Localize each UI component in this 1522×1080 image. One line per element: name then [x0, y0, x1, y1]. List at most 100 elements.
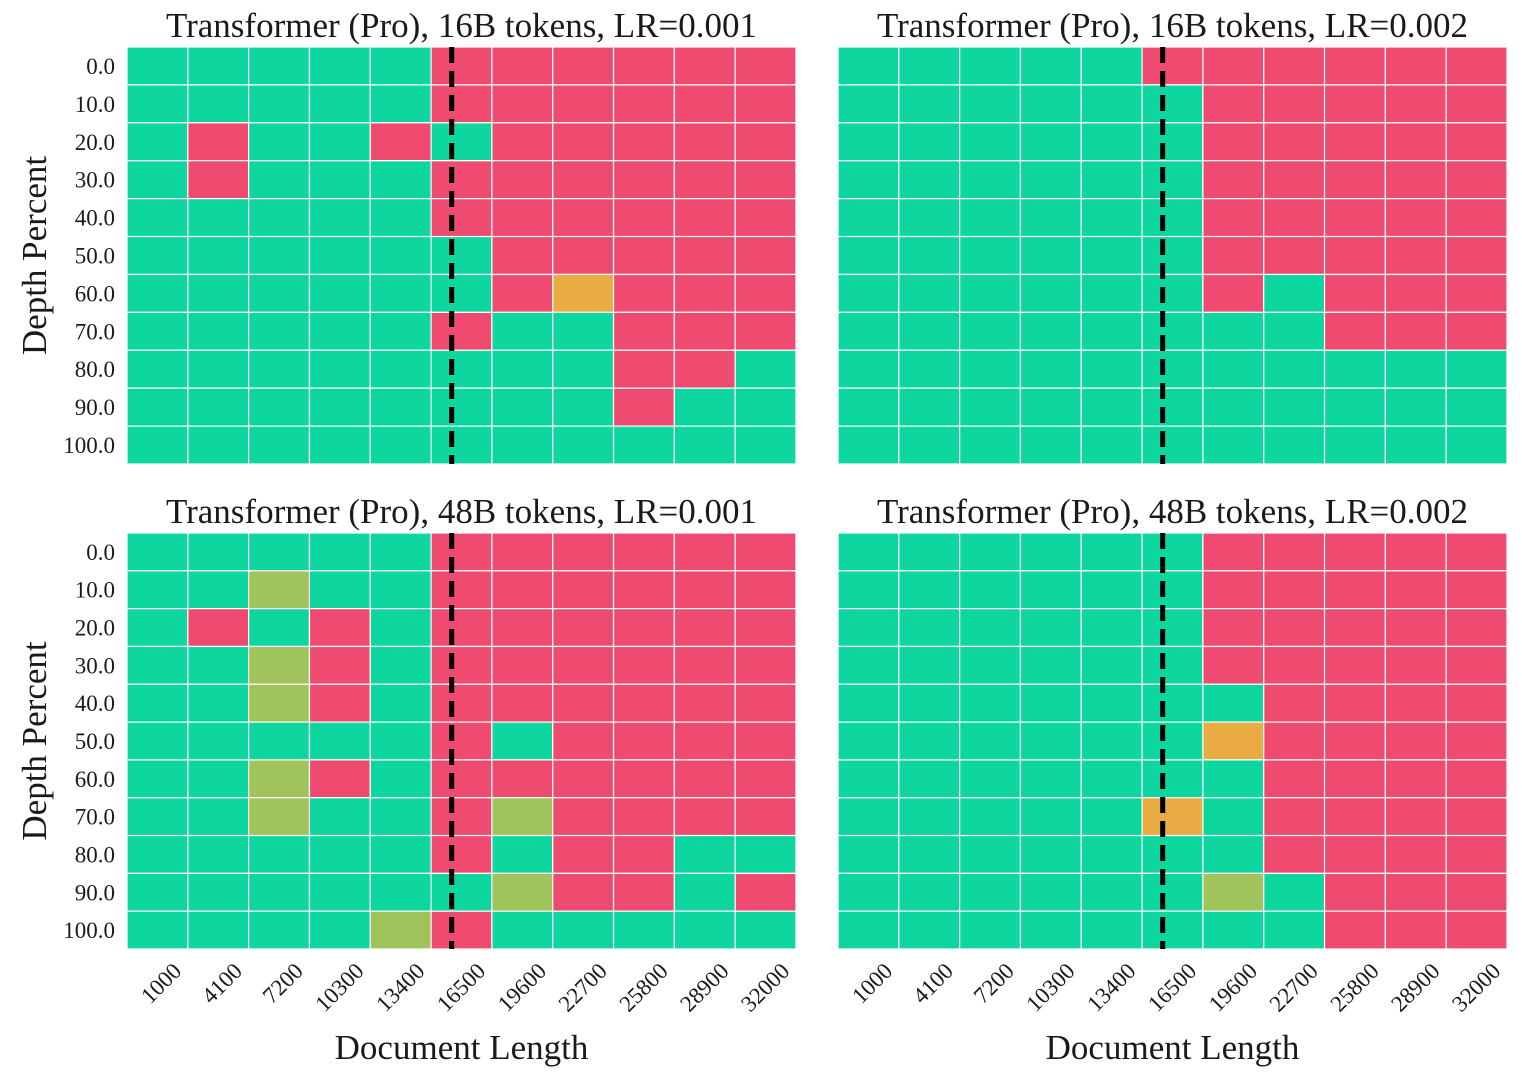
heatmap-cell: [430, 387, 493, 427]
heatmap-cell: [898, 273, 961, 313]
heatmap-cell: [612, 683, 675, 723]
x-tick-label: 32000: [1447, 958, 1505, 1016]
heatmap-cell: [430, 425, 493, 465]
heatmap-cell: [1202, 721, 1265, 761]
heatmap-cell: [673, 235, 736, 276]
heatmap-panel-3: Transformer (Pro), 48B tokens, LR=0.001 0…: [15, 492, 797, 1067]
heatmap-cell: [187, 910, 250, 950]
heatmap-cell: [1445, 721, 1508, 761]
heatmap-cell: [612, 425, 675, 465]
heatmap-cell: [1080, 311, 1143, 351]
heatmap-cell: [959, 721, 1022, 761]
heatmap-cell: [1080, 721, 1143, 761]
heatmap-cell: [308, 46, 371, 86]
y-axis-label: Depth Percent: [15, 641, 54, 841]
heatmap-cell: [612, 608, 675, 648]
heatmap-cell: [612, 872, 675, 912]
y-tick-label: 70.0: [75, 319, 115, 344]
heatmap-cell: [491, 311, 554, 351]
heatmap-cell: [1445, 872, 1508, 912]
x-tick-label: 10300: [1021, 958, 1079, 1016]
heatmap-cell: [1141, 608, 1204, 648]
heatmap-cell: [837, 834, 900, 874]
heatmap-cell: [248, 198, 311, 238]
heatmap-cell: [187, 608, 250, 648]
heatmap-cell: [1141, 721, 1204, 761]
heatmap-cell: [1019, 721, 1082, 761]
heatmap-cell: [1202, 608, 1265, 648]
heatmap-cell: [1384, 311, 1447, 351]
heatmap-cell: [1202, 834, 1265, 874]
heatmap-cell: [1202, 84, 1265, 124]
heatmap-cell: [1263, 311, 1326, 351]
heatmap-cell: [1323, 834, 1386, 874]
heatmap-cell: [430, 198, 493, 238]
x-tick-label: 22700: [554, 958, 612, 1016]
heatmap-cell: [1263, 425, 1326, 465]
y-tick-label: 100.0: [63, 918, 115, 943]
heatmap-cell: [1384, 759, 1447, 799]
heatmap-cell: [1141, 797, 1204, 837]
heatmap-cell: [1323, 910, 1386, 950]
heatmap-cell: [126, 349, 189, 389]
heatmap-cell: [734, 721, 797, 761]
heatmap-cell: [1323, 273, 1386, 313]
y-tick-label: 60.0: [75, 281, 115, 306]
heatmap-cell: [1263, 349, 1326, 389]
heatmap-cell: [1019, 759, 1082, 799]
heatmap-cell: [248, 46, 311, 86]
heatmap-cell: [1384, 834, 1447, 874]
heatmap-cell: [734, 645, 797, 685]
heatmap-cell: [959, 198, 1022, 238]
heatmap-cell: [1263, 235, 1326, 276]
heatmap-cell: [248, 273, 311, 313]
heatmap-cell: [898, 160, 961, 200]
heatmap-cell: [837, 570, 900, 610]
heatmap-cell: [734, 532, 797, 572]
heatmap-cell: [552, 425, 615, 465]
heatmap-cell: [1323, 872, 1386, 912]
heatmap-cell: [552, 570, 615, 610]
heatmap-cell: [430, 311, 493, 351]
heatmap-cell: [248, 425, 311, 465]
heatmap-cell: [491, 683, 554, 723]
heatmap-cell: [248, 683, 311, 723]
heatmap-cell: [898, 570, 961, 610]
heatmap-cell: [837, 759, 900, 799]
heatmap-cell: [430, 84, 493, 124]
heatmap-cell: [248, 872, 311, 912]
heatmap-cell: [1080, 198, 1143, 238]
heatmap-cell: [837, 84, 900, 124]
heatmap-cell: [673, 759, 736, 799]
heatmap-cell: [187, 235, 250, 276]
heatmap-cell: [369, 910, 432, 950]
heatmap-cell: [837, 425, 900, 465]
heatmap-cell: [369, 235, 432, 276]
x-tick-label: 7200: [258, 958, 308, 1008]
heatmap-cell: [1019, 387, 1082, 427]
y-tick-label: 20.0: [75, 130, 115, 155]
heatmap-cell: [1263, 122, 1326, 162]
heatmap-cell: [308, 910, 371, 950]
heatmap-cell: [248, 387, 311, 427]
heatmap-cell: [1384, 387, 1447, 427]
heatmap-cell: [1019, 273, 1082, 313]
heatmap-cell: [1080, 273, 1143, 313]
heatmap-cell: [1323, 349, 1386, 389]
y-tick-label: 60.0: [75, 767, 115, 792]
heatmap-cell: [1141, 570, 1204, 610]
heatmap-cell: [1080, 160, 1143, 200]
heatmap-cell: [1384, 570, 1447, 610]
heatmap-cell: [734, 608, 797, 648]
heatmap-cell: [673, 683, 736, 723]
heatmap-cell: [734, 122, 797, 162]
heatmap-cell: [187, 387, 250, 427]
heatmap-cell: [959, 273, 1022, 313]
heatmap-cell: [1323, 683, 1386, 723]
heatmap-cell: [1384, 910, 1447, 950]
heatmap-cell: [1019, 645, 1082, 685]
x-axis-label: Document Length: [1046, 1028, 1300, 1067]
heatmap-cell: [1445, 532, 1508, 572]
heatmap-cell: [1323, 532, 1386, 572]
